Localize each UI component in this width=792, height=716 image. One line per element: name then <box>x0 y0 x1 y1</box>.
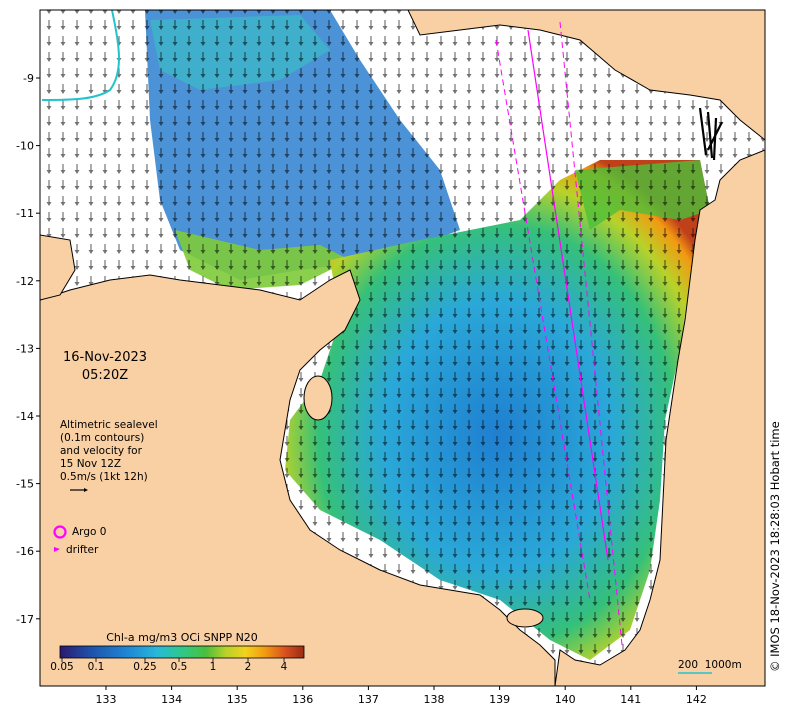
velocity-scale-arrowhead <box>84 488 88 492</box>
colorbar-tick-label: 0.05 <box>50 661 74 673</box>
colorbar-tick-label: 0.25 <box>133 661 157 673</box>
longitude-tick-label: 136 <box>292 693 313 706</box>
longitude-tick-label: 135 <box>227 693 248 706</box>
latitude-tick-label: -12 <box>16 275 34 288</box>
argo-label: Argo 0 <box>72 526 107 538</box>
scale-bar-label: 200 1000m <box>678 659 742 671</box>
longitude-axis: 133 134 135 136 137 138 139 140 141 142 <box>96 686 707 706</box>
latitude-tick-label: -10 <box>16 140 34 153</box>
latitude-tick-label: -9 <box>23 72 34 85</box>
arnhem-land <box>40 269 556 686</box>
altimetry-legend-line: 15 Nov 12Z <box>60 458 122 470</box>
sealevel-contour <box>41 10 120 101</box>
latitude-tick-label: -15 <box>16 478 34 491</box>
latitude-tick-label: -11 <box>16 207 34 220</box>
colorbar-tick-label: 0.1 <box>87 661 105 673</box>
longitude-tick-label: 133 <box>96 693 117 706</box>
nw-coast-land <box>40 234 76 301</box>
sat-track-3 <box>559 21 623 646</box>
latitude-tick-label: -14 <box>16 410 34 423</box>
scale-label-1000m: 1000m <box>704 659 742 671</box>
latitude-tick-label: -16 <box>16 545 34 558</box>
map-datetime: 16-Nov-2023 05:20Z <box>60 349 150 385</box>
altimetry-legend-line: and velocity for <box>60 445 142 457</box>
map-date: 16-Nov-2023 <box>62 350 148 365</box>
colorbar-ticks <box>61 658 285 662</box>
longitude-tick-label: 137 <box>358 693 379 706</box>
cape-york-land <box>554 149 765 686</box>
imos-credit: © IMOS 18-Nov-2023 18:28:03 Hobart time <box>768 421 782 672</box>
sat-track-1 <box>495 39 591 601</box>
torres-strait-arrows <box>698 107 723 161</box>
latitude-tick-label: -13 <box>16 342 34 355</box>
altimetry-legend-line: (0.1m contours) <box>60 432 145 444</box>
sat-track-2 <box>527 29 609 561</box>
longitude-tick-label: 138 <box>424 693 445 706</box>
colorbar-title: Chl-a mg/m3 OCi SNPP N20 <box>106 631 258 644</box>
latitude-axis: -9 -10 -11 -12 -13 -14 -15 -16 -17 <box>16 72 40 626</box>
scale-label-200: 200 <box>678 659 699 671</box>
argo-symbol <box>53 525 67 539</box>
colorbar-tick-label: 2 <box>244 661 252 673</box>
mornington-island <box>506 608 544 628</box>
colorbar-tick-label: 4 <box>280 661 288 673</box>
longitude-tick-label: 140 <box>555 693 576 706</box>
new-guinea-land <box>407 10 765 141</box>
altimetry-legend: Altimetric sealevel (0.1m contours) and … <box>60 419 158 484</box>
altimetry-legend-line: Altimetric sealevel <box>60 419 158 431</box>
altimetry-legend-line: 0.5m/s (1kt 12h) <box>60 471 148 483</box>
latitude-tick-label: -17 <box>16 613 34 626</box>
drifter-symbol <box>54 547 60 552</box>
longitude-tick-label: 134 <box>161 693 182 706</box>
map-time: 05:20Z <box>81 368 129 383</box>
colorbar-tick-label: 0.5 <box>170 661 188 673</box>
longitude-tick-label: 139 <box>489 693 510 706</box>
colorbar-tick-label: 1 <box>209 661 217 673</box>
colorbar <box>59 645 305 659</box>
longitude-tick-label: 141 <box>620 693 641 706</box>
groote-eylandt <box>303 375 333 421</box>
drifter-label: drifter <box>66 544 99 556</box>
longitude-tick-label: 142 <box>686 693 707 706</box>
